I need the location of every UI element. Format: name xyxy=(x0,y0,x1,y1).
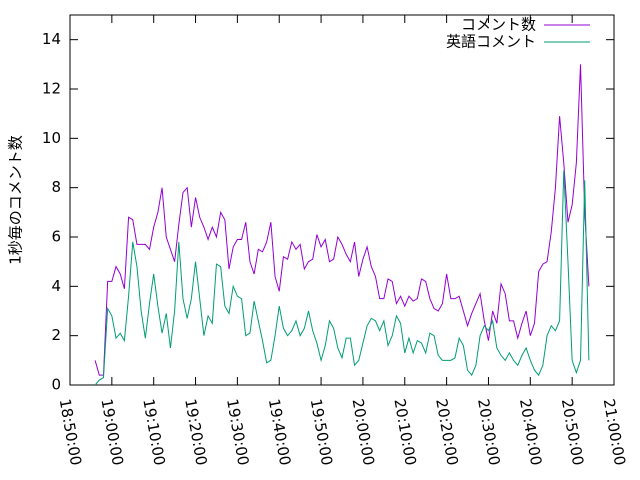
x-tick-label: 19:20:00 xyxy=(181,397,210,466)
x-tick-label: 19:40:00 xyxy=(265,397,294,466)
x-tick-label: 21:00:00 xyxy=(600,397,629,466)
x-tick-label: 19:10:00 xyxy=(139,397,168,466)
y-tick-label: 2 xyxy=(51,326,61,344)
y-tick-label: 14 xyxy=(42,30,61,48)
x-tick-label: 20:00:00 xyxy=(349,397,378,466)
x-tick-label: 18:50:00 xyxy=(56,397,85,466)
y-tick-label: 12 xyxy=(42,80,61,98)
x-tick-label: 19:30:00 xyxy=(223,397,252,466)
series-line xyxy=(94,170,590,386)
legend-label: コメント数 xyxy=(461,16,536,34)
x-tick-label: 19:50:00 xyxy=(307,397,336,466)
x-tick-label: 20:10:00 xyxy=(390,397,419,466)
y-axis-label: 1秒毎のコメント数 xyxy=(7,135,25,265)
legend-label: 英語コメント xyxy=(446,33,536,51)
y-tick-label: 4 xyxy=(51,277,61,295)
x-tick-label: 20:50:00 xyxy=(558,397,587,466)
plot-frame xyxy=(69,14,615,386)
x-tick-label: 20:40:00 xyxy=(516,397,545,466)
x-tick-label: 20:30:00 xyxy=(474,397,503,466)
y-tick-label: 0 xyxy=(51,376,61,394)
series-line xyxy=(94,64,590,376)
x-tick-label: 19:00:00 xyxy=(97,397,126,466)
y-tick-label: 8 xyxy=(51,178,61,196)
y-tick-label: 10 xyxy=(42,129,61,147)
y-tick-label: 6 xyxy=(51,228,61,246)
x-tick-label: 20:20:00 xyxy=(432,397,461,466)
